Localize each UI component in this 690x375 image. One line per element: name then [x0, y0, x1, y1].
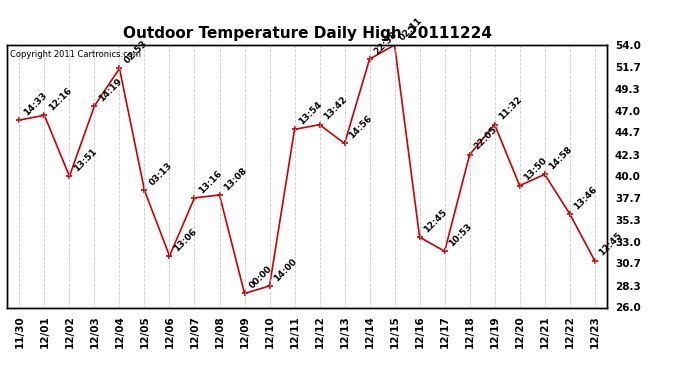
Title: Outdoor Temperature Daily High 20111224: Outdoor Temperature Daily High 20111224: [123, 26, 491, 41]
Text: 13:54: 13:54: [297, 100, 324, 127]
Text: 13:08: 13:08: [222, 166, 249, 192]
Text: 10:53: 10:53: [447, 222, 474, 249]
Text: 14:58: 14:58: [547, 145, 574, 172]
Text: 12:45: 12:45: [598, 231, 624, 258]
Text: 03:13: 03:13: [147, 161, 174, 188]
Text: 00:00: 00:00: [247, 264, 273, 291]
Text: 13:42: 13:42: [322, 95, 349, 122]
Text: Copyright 2011 Cartronics.com: Copyright 2011 Cartronics.com: [10, 50, 141, 59]
Text: 13:50: 13:50: [522, 156, 549, 183]
Text: 14:19: 14:19: [97, 76, 124, 103]
Text: 12:16: 12:16: [47, 86, 74, 112]
Text: 22:05: 22:05: [473, 125, 499, 152]
Text: 02:53: 02:53: [122, 39, 149, 66]
Text: 11:32: 11:32: [497, 95, 524, 122]
Text: 13:46: 13:46: [573, 184, 599, 211]
Text: 12:45: 12:45: [422, 208, 449, 234]
Text: 13:51: 13:51: [72, 147, 99, 174]
Text: 14:00: 14:00: [273, 256, 299, 283]
Text: 22:38: 22:38: [373, 30, 399, 56]
Text: 14:56: 14:56: [347, 114, 374, 141]
Text: 14:33: 14:33: [22, 90, 49, 117]
Text: 02:11: 02:11: [397, 16, 424, 42]
Text: 13:16: 13:16: [197, 168, 224, 195]
Text: 13:06: 13:06: [172, 226, 199, 253]
